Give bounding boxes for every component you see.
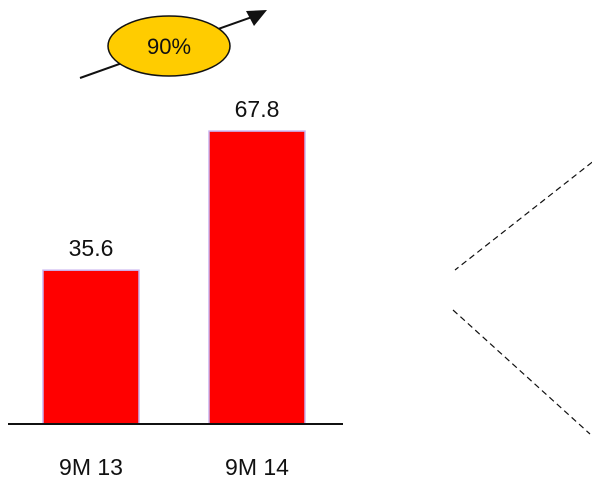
data-label-0: 35.6 bbox=[69, 235, 114, 261]
bars-layer: 35.6 9M 13 67.8 9M 14 bbox=[42, 96, 306, 480]
data-label-1: 67.8 bbox=[235, 96, 280, 122]
growth-badge bbox=[107, 15, 231, 77]
dashed-chevron-decoration-lower bbox=[452, 309, 591, 435]
category-label-1: 9M 14 bbox=[225, 454, 289, 480]
bar-1 bbox=[208, 130, 306, 425]
growth-arrow-head bbox=[246, 10, 267, 26]
bar-0 bbox=[42, 269, 140, 425]
dashed-chevron-decoration bbox=[454, 161, 592, 271]
category-label-0: 9M 13 bbox=[59, 454, 123, 480]
growth-badge-label: 90% bbox=[147, 34, 191, 59]
growth-indicator: 90% bbox=[79, 10, 267, 79]
